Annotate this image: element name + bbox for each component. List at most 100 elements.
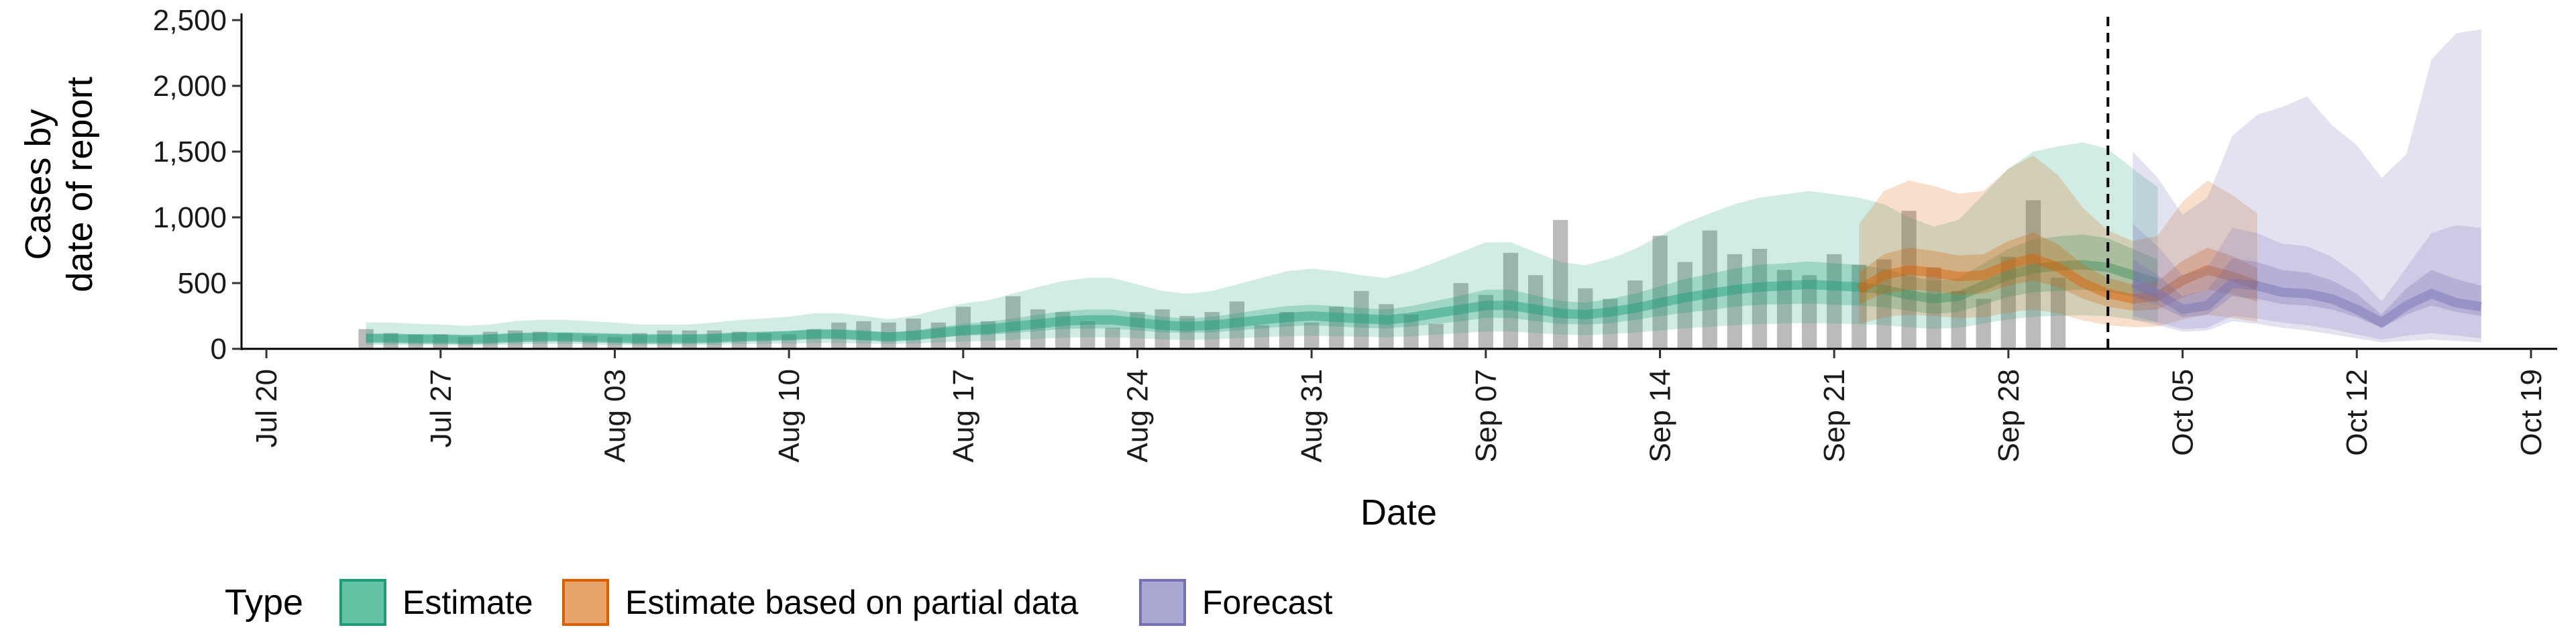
reported-case-bar [2050, 278, 2066, 349]
reported-case-bar [1005, 296, 1021, 349]
x-axis-title: Date [1360, 492, 1437, 533]
reported-case-bar [607, 337, 623, 349]
reported-case-bar [1304, 322, 1320, 349]
x-tick-label: Oct 12 [2341, 369, 2373, 456]
median-line [2131, 278, 2482, 328]
series-0 [366, 142, 2159, 346]
reported-case-bar [682, 330, 697, 349]
legend-title: Type [225, 582, 303, 623]
reported-case-bar [533, 331, 548, 349]
x-tick-label: Aug 24 [1122, 369, 1155, 462]
x-tick-label: Sep 07 [1470, 369, 1503, 462]
reported-case-bar [433, 334, 448, 349]
reported-case-bar [1080, 321, 1095, 349]
reported-case-bar [1030, 309, 1046, 349]
reported-case-bar [731, 331, 747, 349]
reported-case-bar [1279, 312, 1295, 349]
reported-case-bar [1776, 270, 1792, 349]
reported-case-bar [2000, 256, 2016, 349]
legend-swatch [339, 579, 386, 626]
reported-case-bar [930, 322, 946, 349]
y-tick-label: 1,500 [153, 136, 227, 168]
reported-case-bar [1254, 325, 1270, 349]
interval-90 [366, 142, 2158, 346]
reported-case-bar [1827, 254, 1842, 349]
reported-case-bar [358, 329, 374, 349]
interval-50 [366, 234, 2158, 343]
reported-case-bar [1229, 301, 1244, 349]
x-tick-label: Aug 31 [1295, 369, 1328, 462]
y-tick-label: 500 [178, 267, 227, 300]
y-axis-title-line: Cases by [18, 109, 58, 260]
reported-case-bar [2025, 200, 2041, 349]
reported-case-bar [1379, 304, 1394, 349]
reported-case-bar [408, 334, 423, 349]
reported-case-bar [1155, 309, 1170, 349]
reported-case-bar [1926, 267, 1941, 349]
reported-case-bar [1901, 211, 1917, 349]
reported-case-bar [706, 330, 722, 349]
legend: Type Estimate Estimate based on partial da… [225, 579, 1333, 626]
interval-50 [2133, 258, 2481, 328]
x-tick-label: Sep 14 [1644, 369, 1677, 462]
reported-case-bar [782, 334, 797, 349]
x-tick-label: Oct 19 [2515, 369, 2548, 456]
reported-case-bar [856, 321, 871, 349]
median-line [1856, 253, 2259, 304]
y-tick-label: 1,000 [153, 201, 227, 234]
y-tick-label: 2,500 [153, 4, 227, 37]
reported-case-bar [1527, 275, 1544, 349]
legend-item-label: Estimate based on partial data [625, 584, 1079, 621]
interval-90 [2133, 223, 2481, 340]
reported-case-bar [980, 321, 996, 349]
reported-case-bar [1354, 290, 1369, 349]
forecast-outer-interval [2133, 29, 2481, 343]
legend-item-label: Estimate [402, 584, 533, 621]
reported-case-bar [1752, 249, 1768, 349]
x-tick-label: Oct 05 [2167, 369, 2200, 456]
legend-item-label: Forecast [1202, 584, 1333, 621]
reported-case-bar [1876, 259, 1892, 349]
reported-case-bar [1130, 312, 1145, 349]
reported-case-bar [1627, 280, 1643, 349]
plot-area [358, 29, 2482, 349]
series-2 [2131, 29, 2482, 343]
reported-case-bar [383, 333, 398, 349]
x-tick-label: Aug 10 [773, 369, 806, 462]
reported-case-bar [1702, 230, 1717, 349]
reported-case-bar [1851, 264, 1867, 349]
x-tick-label: Sep 28 [1992, 369, 2025, 462]
x-tick-label: Aug 03 [599, 369, 632, 462]
series-1 [1856, 155, 2259, 327]
reported-case-bar [955, 307, 971, 349]
reported-case-bar [482, 331, 498, 349]
median-line [366, 260, 2159, 345]
x-tick-label: Sep 21 [1818, 369, 1851, 462]
reported-case-bar [1652, 235, 1668, 349]
reported-case-bar [1204, 312, 1220, 349]
reported-case-bar [507, 330, 523, 349]
reported-case-bar [1802, 275, 1817, 349]
legend-swatch [1139, 579, 1186, 626]
reported-case-bar [1578, 288, 1593, 349]
legend-swatch [562, 579, 609, 626]
reported-case-bar [1727, 254, 1742, 349]
reported-case-bar [458, 337, 473, 349]
reported-case-bar [1553, 219, 1568, 349]
x-tick-label: Aug 17 [947, 369, 980, 462]
reported-case-bar [806, 329, 822, 349]
interval-90 [1859, 155, 2257, 327]
y-tick-label: 0 [211, 333, 227, 366]
reported-case-bar [557, 333, 573, 349]
reported-case-bar [906, 318, 921, 349]
reported-case-bar [1428, 323, 1444, 349]
y-axis-title: Cases bydate of report [18, 76, 100, 292]
reported-case-bar [1478, 294, 1493, 349]
reported-case-bar [582, 335, 598, 349]
reported-case-bar [881, 322, 896, 349]
reported-case-bar [1055, 312, 1071, 349]
reported-case-bar [657, 330, 672, 349]
reported-case-bar [831, 322, 847, 349]
